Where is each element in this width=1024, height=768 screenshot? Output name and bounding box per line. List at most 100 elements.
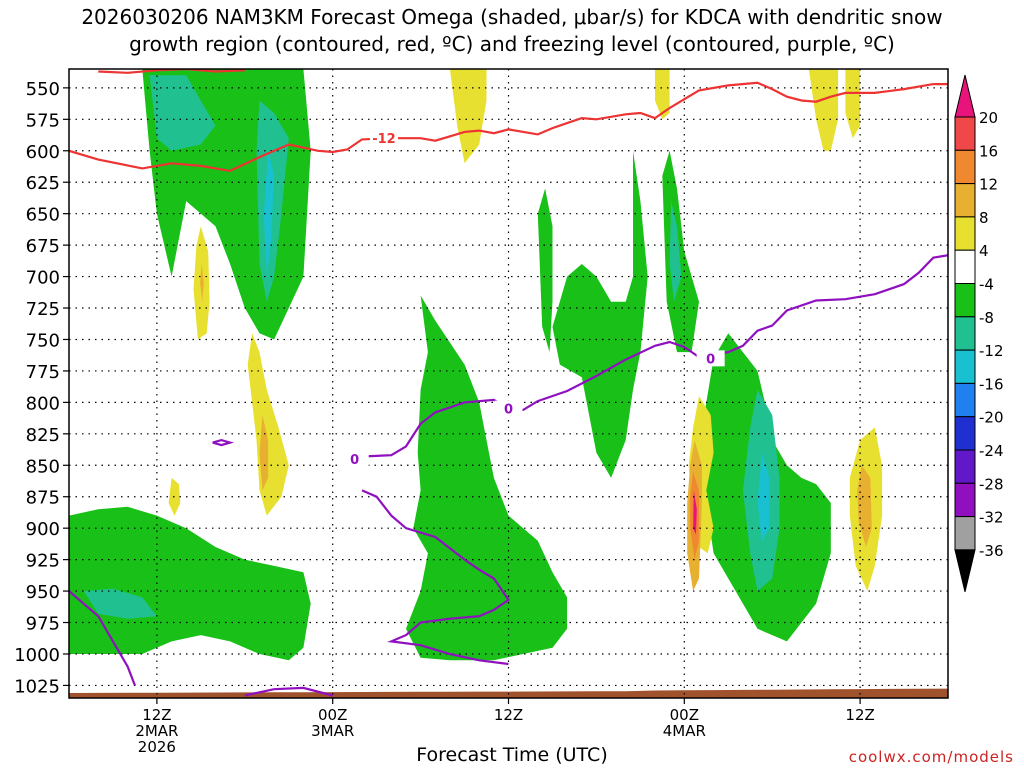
colorbar-label-7: -12 [979,342,1004,360]
colorbar-label-6: -8 [979,309,994,327]
colorbar-label-0: 20 [979,109,998,127]
plot-area: -12 0 0 0 [68,68,949,699]
omega-region-8-17 [259,415,269,491]
y-tick-label-550: 550 [26,79,60,100]
colorbar-box-9 [954,382,976,418]
freezing-label-1-bg [340,450,369,467]
chart-title-line-2: growth region (contoured, red, ºC) and f… [129,32,895,56]
freezing-line-bottom [244,686,333,697]
freezing-line-loop [212,438,235,447]
omega-region-neg8-4 [69,506,311,661]
colorbar-label-13: -36 [979,542,1004,560]
gridlines [69,69,948,698]
colorbar-bottom-arrow [954,549,976,593]
omega-region-neg8-8 [537,188,553,353]
y-tick-label-675: 675 [26,236,60,257]
omega-region-8-15 [200,264,204,302]
x-tick-label-18-1: 3MAR [311,722,354,740]
omega-region-8-24 [857,465,872,547]
colorbar-box-4 [954,216,976,251]
omega-region-4-16 [247,333,289,516]
colorbar-box-12 [954,482,976,518]
colorbar-label-1: 16 [979,142,998,160]
colorbar-box-1 [954,116,976,151]
x-tick-label-18-0: 00Z [318,706,347,724]
colorbar-box-11 [954,449,976,484]
colorbar-label-11: -28 [979,475,1004,493]
y-tick-label-800: 800 [26,393,60,414]
freezing-line-upper [347,254,948,461]
x-tick-label-42-0: 00Z [670,706,699,724]
y-tick-label-725: 725 [26,299,60,320]
omega-region-neg12-10 [669,201,682,302]
x-tick-label-42-1: 4MAR [663,722,706,740]
x-tick-label-6-1: 2MAR [135,722,178,740]
freezing-line-lower [361,489,511,666]
colorbar-label-10: -24 [979,442,1004,460]
y-tick-label-700: 700 [26,268,60,289]
freezing-label-3: 0 [706,352,715,367]
omega-region-neg8-9 [662,150,699,353]
omega-region-4-26 [655,69,670,120]
colorbar-box-8 [954,349,976,384]
x-tick-label-30-0: 12Z [494,706,523,724]
colorbar-label-9: -20 [979,409,1004,427]
dgz-contour-line [69,81,948,173]
colorbar-box-10 [954,416,976,451]
freezing-label-1: 0 [350,453,359,468]
colorbar-box-7 [954,316,976,351]
x-axis-label: Forecast Time (UTC) [416,744,608,766]
omega-region-neg16-13 [757,452,770,541]
y-tick-label-775: 775 [26,362,60,383]
x-tick-label-6-0: 12Z [142,706,171,724]
colorbar-box-2 [954,149,976,185]
colorbar-label-2: 12 [979,176,998,194]
colorbar-label-12: -32 [979,509,1004,527]
y-tick-label-575: 575 [26,110,60,131]
y-tick-label-750: 750 [26,330,60,351]
y-tick-label-625: 625 [26,173,60,194]
omega-shading [69,69,948,698]
y-axis: 550 575 600 625 650 675 700 725 750 775 800 825 850 8… [14,79,69,697]
colorbar-box-5 [954,249,976,284]
omega-region-4-25 [449,69,487,164]
y-tick-label-950: 950 [26,582,60,603]
y-tick-label-1000: 1000 [14,645,60,666]
omega-region-neg8-7 [552,150,648,478]
y-tick-label-900: 900 [26,519,60,540]
y-tick-label-850: 850 [26,456,60,477]
colorbar-box-6 [954,283,976,318]
colorbar-label-8: -16 [979,375,1004,393]
y-tick-label-825: 825 [26,425,60,446]
chart-title-line-1: 2026030206 NAM3KM Forecast Omega (shaded… [81,5,943,29]
freezing-label-3-bg [696,350,725,367]
x-tick-label-6-2: 2026 [138,738,176,756]
colorbar-label-5: -4 [979,276,994,294]
x-tick-label-54-0: 12Z [845,706,874,724]
dgz-contour-label-bg [369,130,398,147]
colorbar-label-4: 4 [979,242,989,260]
omega-region-neg12-1 [149,75,216,151]
y-tick-label-875: 875 [26,488,60,509]
freezing-label-2: 0 [504,403,513,418]
credit-text: coolwx.com/models [848,748,1014,766]
freezing-label-2-bg [494,400,523,417]
omega-region-20-22 [693,490,697,535]
y-tick-label-925: 925 [26,551,60,572]
dgz-contour-label: -12 [372,132,396,147]
omega-region-neg8-6 [406,295,568,661]
omega-region-4-27 [808,69,839,151]
y-tick-label-600: 600 [26,142,60,163]
y-tick-label-1025: 1025 [14,676,60,697]
colorbar-label-3: 8 [979,209,989,227]
freezing-line-left [69,590,136,686]
omega-region-4-28 [845,69,861,139]
colorbar-box-13 [954,516,976,551]
y-tick-label-650: 650 [26,205,60,226]
colorbar: 20 16 12 8 4 -4 -8 -12 -16 -20 -24 -28 -32 -36 [954,74,1004,593]
omega-region-neg12-5 [83,588,157,619]
colorbar-box-3 [954,183,976,218]
colorbar-top-arrow [954,74,976,118]
